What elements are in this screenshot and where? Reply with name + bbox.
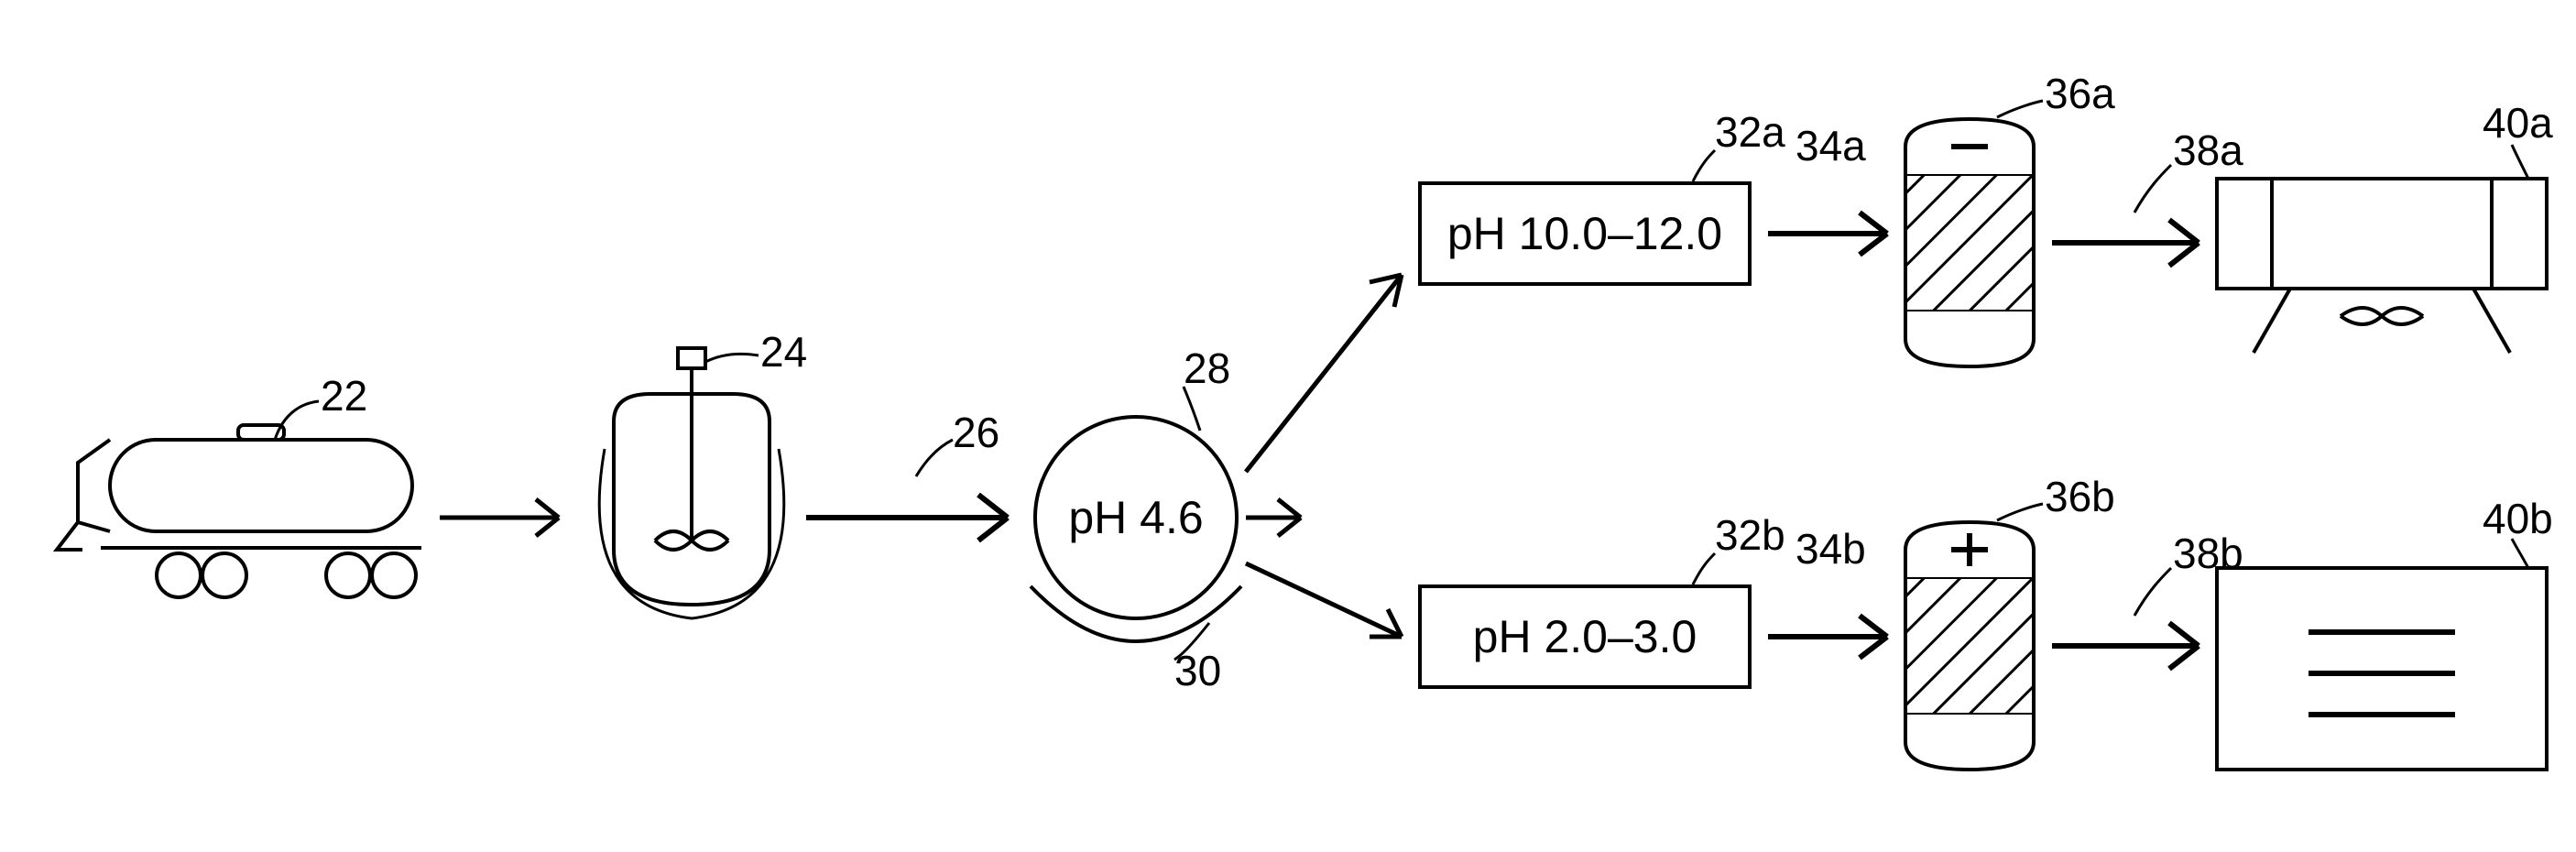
ref-22: 22 bbox=[321, 372, 367, 420]
ref-30: 30 bbox=[1174, 647, 1221, 694]
ref-34a: 34a bbox=[1796, 122, 1866, 169]
mixing-vessel-icon bbox=[599, 348, 784, 618]
ph-circle-text: pH 4.6 bbox=[1068, 492, 1203, 543]
ref-38b: 38b bbox=[2173, 530, 2243, 577]
dryer-40a bbox=[2217, 179, 2547, 353]
ref-36a: 36a bbox=[2045, 70, 2115, 117]
label-36a: 36a bbox=[1997, 70, 2115, 117]
arrow-34b bbox=[1768, 616, 1887, 658]
column-36a bbox=[1905, 119, 2034, 366]
ph-box-32a: pH 10.0–12.0 bbox=[1420, 183, 1750, 284]
ref-40a: 40a bbox=[2483, 99, 2553, 147]
label-38a: 38a bbox=[2134, 126, 2243, 213]
label-32b: 32b bbox=[1693, 511, 1785, 584]
label-26: 26 bbox=[916, 409, 999, 476]
label-24: 24 bbox=[705, 328, 807, 376]
ref-24: 24 bbox=[760, 328, 807, 376]
arrow-28-32b bbox=[1246, 563, 1402, 637]
arrow-22-24 bbox=[440, 499, 559, 536]
label-22: 22 bbox=[275, 372, 367, 440]
box-40b bbox=[2217, 568, 2547, 770]
arrow-26 bbox=[806, 495, 1008, 541]
label-38b: 38b bbox=[2134, 530, 2243, 616]
arrow-38b bbox=[2052, 623, 2199, 669]
ref-32b: 32b bbox=[1715, 511, 1785, 559]
underflow-arc bbox=[1031, 586, 1241, 641]
label-40b: 40b bbox=[2483, 495, 2553, 568]
tanker-truck-icon bbox=[57, 425, 421, 597]
label-36b: 36b bbox=[1997, 473, 2115, 520]
process-flow-diagram: 22 24 26 pH 4.6 28 bbox=[0, 0, 2576, 852]
column-36b bbox=[1905, 522, 2034, 770]
label-28: 28 bbox=[1184, 344, 1230, 431]
ph-box-32a-text: pH 10.0–12.0 bbox=[1447, 208, 1722, 259]
label-32a: 32a bbox=[1693, 108, 1785, 181]
label-34b: 34b bbox=[1796, 525, 1866, 573]
ref-26: 26 bbox=[953, 409, 999, 456]
arrow-28-32a bbox=[1246, 275, 1402, 472]
ref-28: 28 bbox=[1184, 344, 1230, 392]
label-30: 30 bbox=[1174, 623, 1221, 694]
arrow-34a bbox=[1768, 213, 1887, 255]
arrow-38a bbox=[2052, 220, 2199, 266]
label-40a: 40a bbox=[2483, 99, 2553, 179]
ph-box-32b: pH 2.0–3.0 bbox=[1420, 586, 1750, 687]
ref-36b: 36b bbox=[2045, 473, 2115, 520]
ref-34b: 34b bbox=[1796, 525, 1866, 573]
arrow-28-right bbox=[1246, 499, 1301, 536]
ref-38a: 38a bbox=[2173, 126, 2243, 174]
ph-box-32b-text: pH 2.0–3.0 bbox=[1473, 611, 1697, 662]
label-34a: 34a bbox=[1796, 122, 1866, 169]
ph-circle: pH 4.6 bbox=[1035, 417, 1237, 618]
ref-40b: 40b bbox=[2483, 495, 2553, 542]
ref-32a: 32a bbox=[1715, 108, 1785, 156]
